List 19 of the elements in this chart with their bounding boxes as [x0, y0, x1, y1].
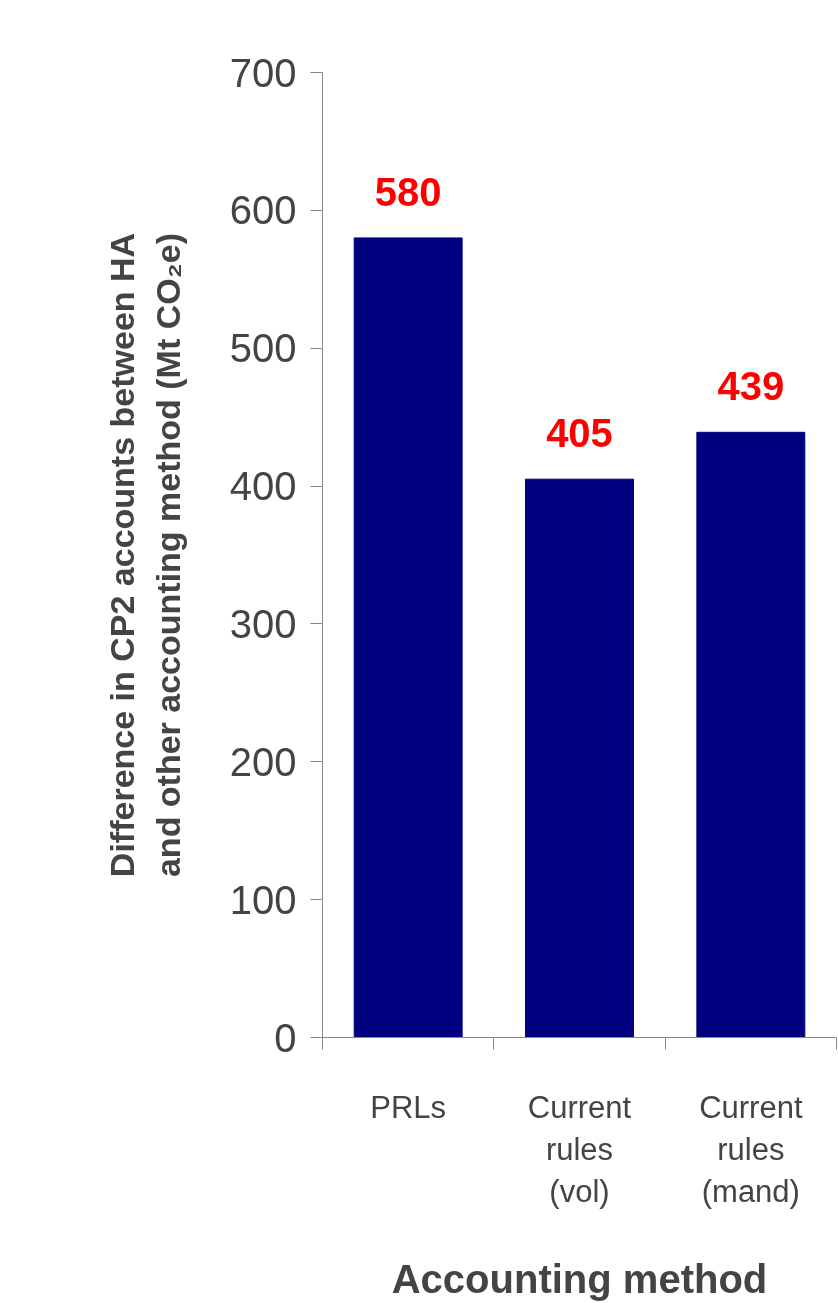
y-tick-label: 100 [229, 877, 297, 922]
y-tick-label: 700 [229, 50, 297, 95]
bar [525, 478, 634, 1038]
y-tick-label: 0 [274, 1015, 297, 1060]
y-tick-label: 600 [229, 188, 297, 233]
x-tick-label: PRLs [370, 1089, 447, 1125]
y-tick-label: 500 [229, 326, 297, 371]
bar [353, 237, 463, 1038]
x-tick-label: Current rules (vol) [527, 1089, 632, 1209]
y-tick-label: 400 [229, 464, 297, 509]
bar [696, 431, 806, 1038]
x-axis-title: Accounting method [391, 1256, 768, 1301]
y-axis-title: Difference in CP2 accounts between HA and other accounting method (Mt CO₂e) [103, 232, 187, 878]
x-tick-label: Current rules (mand) [699, 1089, 803, 1209]
data-label: 580 [374, 169, 442, 214]
y-tick-label: 200 [229, 739, 297, 784]
data-label: 439 [717, 364, 785, 409]
data-label: 405 [546, 411, 613, 456]
y-tick-label: 300 [229, 601, 297, 646]
